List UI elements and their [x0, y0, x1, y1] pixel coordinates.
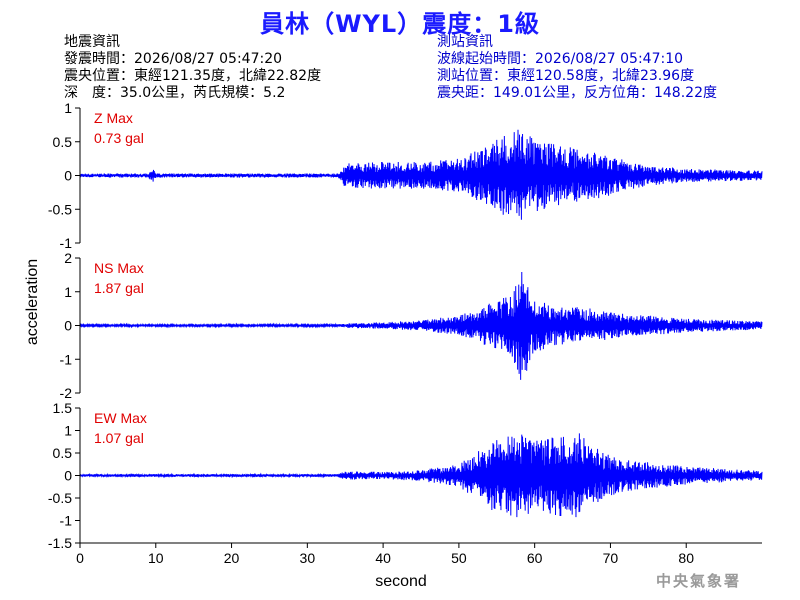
- waveform-ns: [79, 272, 763, 380]
- x-tick-label: 30: [300, 550, 316, 566]
- distance-azimuth: 震央距：149.01公里，反方位角：148.22度: [437, 85, 717, 101]
- depth-magnitude: 深 度：35.0公里，芮氏規模：5.2: [64, 85, 286, 101]
- y-tick-label: 0: [64, 318, 72, 334]
- y-tick-label: 2: [64, 250, 72, 266]
- x-tick-label: 40: [375, 550, 391, 566]
- max-label-z: Z Max: [94, 110, 133, 126]
- y-tick-label: -2: [60, 385, 73, 401]
- origin-time: 發震時間：2026/08/27 05:47:20: [64, 51, 283, 67]
- y-tick-label: 0: [64, 468, 72, 484]
- epicenter-location: 震央位置：東經121.35度，北緯22.82度: [64, 68, 322, 84]
- x-tick-label: 50: [451, 550, 467, 566]
- y-tick-label: -0.5: [48, 201, 72, 217]
- y-axis-title: acceleration: [24, 259, 41, 345]
- y-tick-label: 1.5: [53, 400, 73, 416]
- event-info: 地震資訊 發震時間：2026/08/27 05:47:20 震央位置：東經121…: [64, 34, 321, 102]
- x-axis-title: second: [375, 573, 427, 590]
- y-tick-label: 1: [64, 423, 72, 439]
- x-tick-label: 10: [148, 550, 164, 566]
- x-tick-label: 80: [678, 550, 694, 566]
- x-tick-label: 70: [603, 550, 619, 566]
- y-tick-label: 0.5: [53, 134, 73, 150]
- wave-start-time: 波線起始時間：2026/08/27 05:47:10: [437, 51, 684, 67]
- y-tick-label: -1: [60, 513, 73, 529]
- max-value-z: 0.73 gal: [94, 130, 144, 146]
- y-tick-label: 1: [64, 100, 72, 116]
- y-tick-label: 0: [64, 168, 72, 184]
- station-info-heading: 測站資訊: [437, 34, 493, 50]
- max-value-ns: 1.87 gal: [94, 280, 144, 296]
- y-tick-label: -1.5: [48, 535, 72, 551]
- station-info: 測站資訊 波線起始時間：2026/08/27 05:47:10 測站位置：東經1…: [437, 34, 717, 102]
- y-tick-label: -1: [60, 351, 73, 367]
- x-tick-label: 20: [224, 550, 240, 566]
- waveform-z: [79, 129, 763, 220]
- y-tick-label: -0.5: [48, 490, 72, 506]
- y-tick-label: 1: [64, 284, 72, 300]
- y-tick-label: -1: [60, 235, 73, 251]
- x-tick-label: 60: [527, 550, 543, 566]
- max-value-ew: 1.07 gal: [94, 430, 144, 446]
- max-label-ns: NS Max: [94, 260, 144, 276]
- station-location: 測站位置：東經120.58度，北緯23.96度: [437, 68, 695, 84]
- page-title: 員林（WYL）震度：1級: [260, 10, 540, 38]
- agency-logo: 中央氣象署: [656, 572, 742, 590]
- x-tick-label: 0: [76, 550, 84, 566]
- event-info-heading: 地震資訊: [64, 34, 120, 50]
- max-label-ew: EW Max: [94, 410, 147, 426]
- waveform-ew: [79, 433, 763, 518]
- y-tick-label: 0.5: [53, 445, 73, 461]
